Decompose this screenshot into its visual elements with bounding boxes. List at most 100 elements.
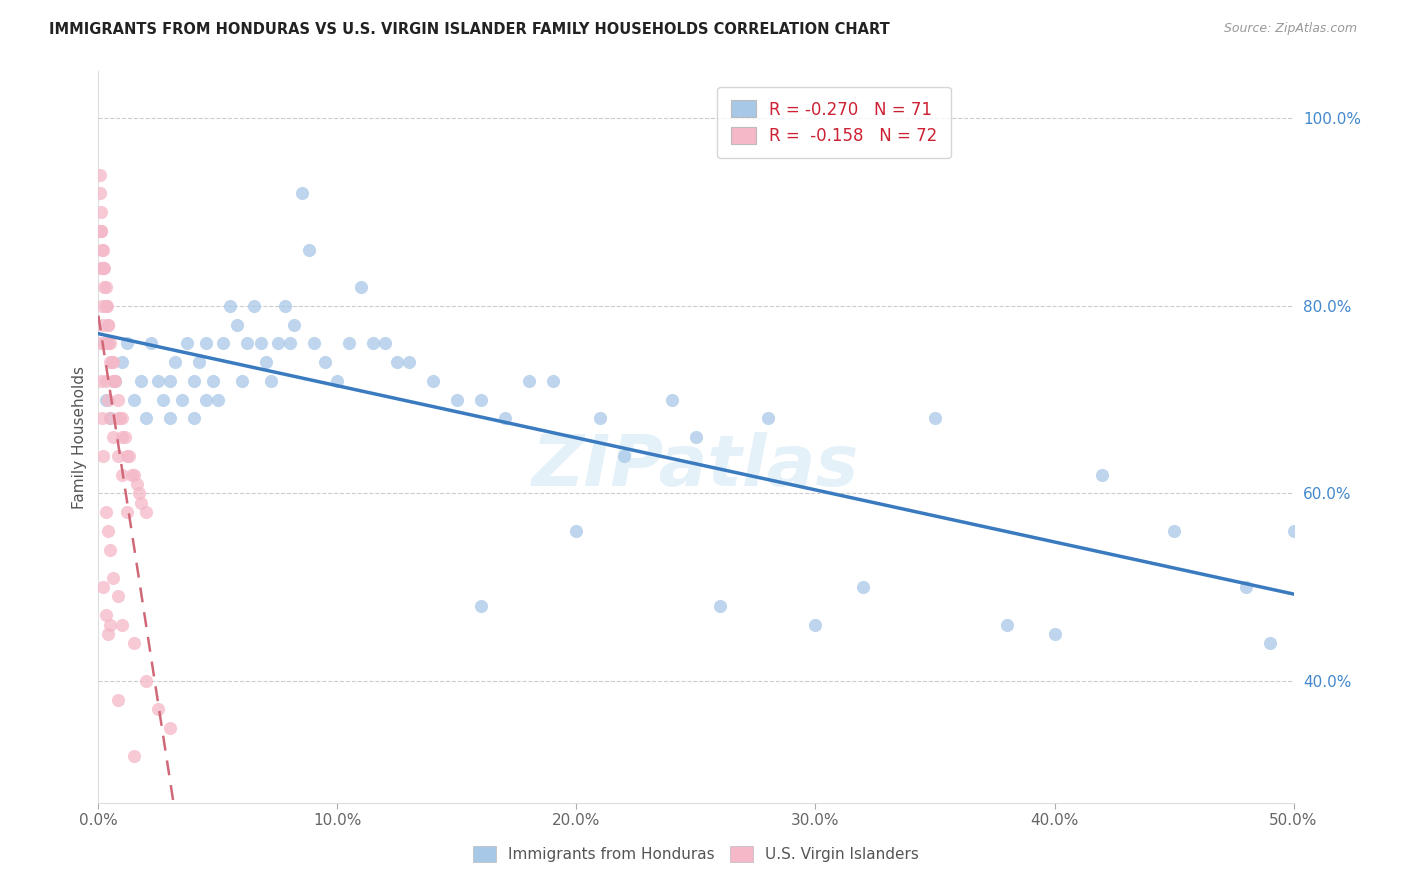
Point xyxy=(1258,636,1281,650)
Point xyxy=(111,467,134,482)
Point xyxy=(148,702,170,716)
Point xyxy=(124,392,146,407)
Point xyxy=(446,392,468,407)
Point xyxy=(89,168,111,182)
Point xyxy=(89,186,111,201)
Point xyxy=(107,590,129,604)
Point xyxy=(470,599,492,613)
Point xyxy=(159,411,181,425)
Point xyxy=(90,224,112,238)
Point xyxy=(98,411,122,425)
Point xyxy=(108,411,131,425)
Point xyxy=(111,411,134,425)
Point xyxy=(211,336,233,351)
Point xyxy=(124,467,146,482)
Point xyxy=(995,617,1018,632)
Point xyxy=(98,411,122,425)
Point xyxy=(107,392,129,407)
Point xyxy=(661,392,683,407)
Point xyxy=(107,411,129,425)
Point xyxy=(135,673,157,688)
Point xyxy=(195,336,218,351)
Point xyxy=(298,243,321,257)
Point xyxy=(226,318,249,332)
Point xyxy=(494,411,516,425)
Text: IMMIGRANTS FROM HONDURAS VS U.S. VIRGIN ISLANDER FAMILY HOUSEHOLDS CORRELATION C: IMMIGRANTS FROM HONDURAS VS U.S. VIRGIN … xyxy=(49,22,890,37)
Point xyxy=(94,299,117,313)
Point xyxy=(94,505,117,519)
Point xyxy=(101,374,124,388)
Y-axis label: Family Households: Family Households xyxy=(72,366,87,508)
Point xyxy=(124,636,146,650)
Point xyxy=(278,336,301,351)
Point xyxy=(176,336,198,351)
Point xyxy=(91,299,114,313)
Point xyxy=(118,449,141,463)
Point xyxy=(98,336,122,351)
Point xyxy=(97,392,120,407)
Point xyxy=(101,355,124,369)
Point xyxy=(422,374,444,388)
Point xyxy=(91,261,114,276)
Point xyxy=(254,355,277,369)
Point xyxy=(470,392,492,407)
Point xyxy=(589,411,612,425)
Point xyxy=(274,299,297,313)
Point xyxy=(685,430,707,444)
Point xyxy=(315,355,337,369)
Point xyxy=(93,261,115,276)
Point xyxy=(1234,580,1257,594)
Point xyxy=(517,374,540,388)
Point xyxy=(159,374,181,388)
Point xyxy=(94,374,117,388)
Point xyxy=(1091,467,1114,482)
Point xyxy=(163,355,186,369)
Point xyxy=(231,374,253,388)
Point xyxy=(235,336,257,351)
Point xyxy=(90,224,112,238)
Point xyxy=(1043,627,1066,641)
Point xyxy=(104,374,127,388)
Point xyxy=(243,299,266,313)
Legend: Immigrants from Honduras, U.S. Virgin Islanders: Immigrants from Honduras, U.S. Virgin Is… xyxy=(467,840,925,868)
Point xyxy=(90,374,112,388)
Point xyxy=(207,392,229,407)
Point xyxy=(363,336,385,351)
Point xyxy=(97,336,120,351)
Point xyxy=(97,318,120,332)
Point xyxy=(398,355,420,369)
Point xyxy=(91,243,114,257)
Point xyxy=(187,355,209,369)
Point xyxy=(90,205,112,219)
Point xyxy=(115,505,138,519)
Point xyxy=(135,505,157,519)
Point xyxy=(128,486,150,500)
Point xyxy=(350,280,373,294)
Point xyxy=(152,392,174,407)
Point xyxy=(91,580,114,594)
Point xyxy=(804,617,827,632)
Point xyxy=(107,449,129,463)
Point xyxy=(756,411,779,425)
Point xyxy=(98,355,122,369)
Point xyxy=(90,261,112,276)
Point xyxy=(91,261,114,276)
Point xyxy=(94,392,117,407)
Point xyxy=(103,374,125,388)
Point xyxy=(96,299,118,313)
Point xyxy=(924,411,946,425)
Point xyxy=(91,411,114,425)
Point xyxy=(250,336,273,351)
Point xyxy=(139,336,162,351)
Text: ZIPatlas: ZIPatlas xyxy=(533,432,859,500)
Point xyxy=(96,318,118,332)
Point xyxy=(172,392,194,407)
Point xyxy=(374,336,396,351)
Point xyxy=(97,336,120,351)
Point xyxy=(111,617,134,632)
Point xyxy=(91,318,114,332)
Point xyxy=(339,336,361,351)
Point xyxy=(202,374,225,388)
Point xyxy=(93,336,115,351)
Point xyxy=(131,496,153,510)
